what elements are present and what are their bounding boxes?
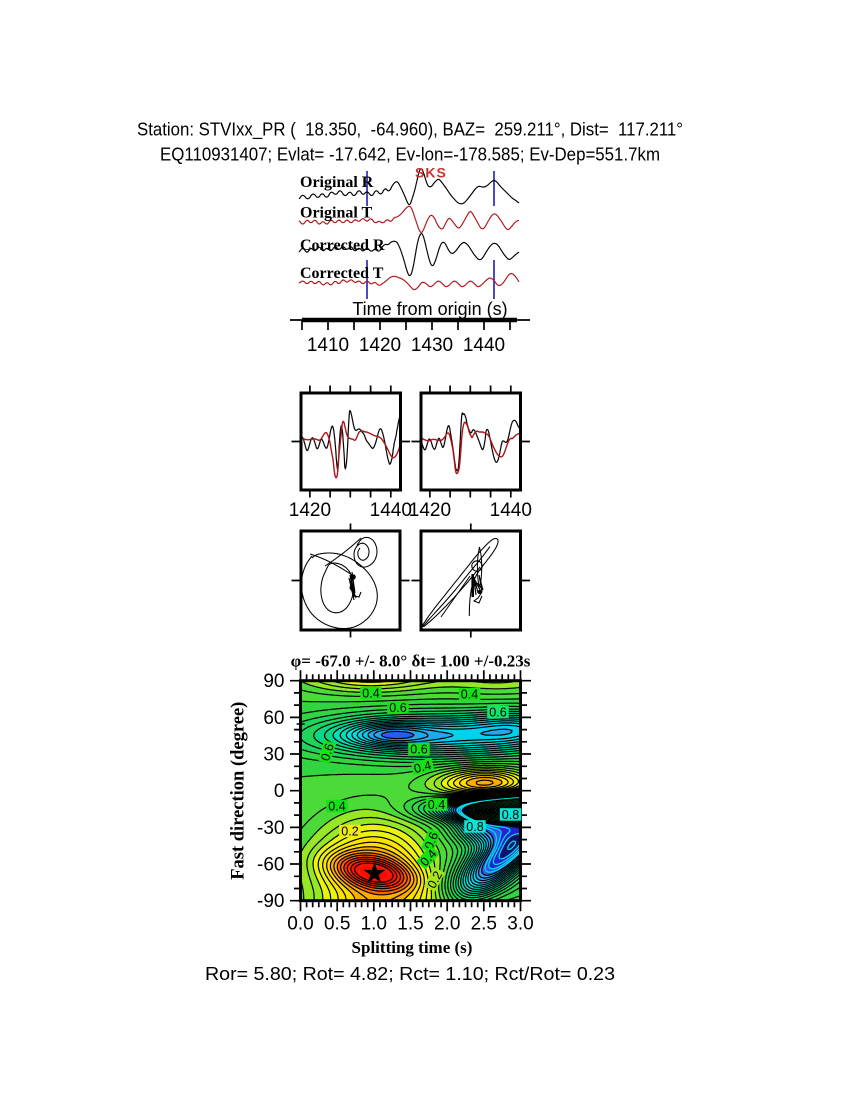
svg-text:1420: 1420 [409,500,451,521]
svg-text:2.0: 2.0 [434,914,460,935]
svg-text:0.4: 0.4 [428,798,445,812]
svg-text:0.5: 0.5 [324,914,350,935]
svg-text:Corrected T: Corrected T [300,265,384,282]
svg-text:1420: 1420 [289,500,331,521]
svg-text:0.6: 0.6 [389,701,406,715]
svg-text:60: 60 [263,708,284,729]
svg-text:Station: STVIxx_PR ( 18.350,: Station: STVIxx_PR ( 18.350, -64.960), B… [137,120,683,141]
svg-text:Splitting time (s): Splitting time (s) [352,938,473,957]
svg-text:-30: -30 [257,818,284,839]
svg-text:1430: 1430 [411,335,453,356]
svg-text:0.6: 0.6 [489,706,506,720]
svg-text:1.0: 1.0 [361,914,387,935]
svg-text:0.4: 0.4 [328,800,345,814]
svg-text:0.6: 0.6 [422,830,442,851]
svg-text:Original T: Original T [300,205,372,222]
svg-text:Corrected R: Corrected R [300,237,385,254]
svg-text:2.5: 2.5 [471,914,497,935]
svg-text:0.6: 0.6 [410,743,427,757]
svg-text:Ror= 5.80; Rot= 4.82; Rct= 1.1: Ror= 5.80; Rot= 4.82; Rct= 1.10; Rct/Rot… [205,963,615,984]
svg-text:0.4: 0.4 [362,687,379,701]
svg-text:1440: 1440 [490,500,532,521]
svg-text:1440: 1440 [463,335,505,356]
svg-text:0.0: 0.0 [287,914,313,935]
svg-text:1440: 1440 [370,500,412,521]
svg-text:0.8: 0.8 [502,808,519,822]
svg-text:0.8: 0.8 [466,820,483,834]
svg-text:30: 30 [263,745,284,766]
svg-text:SKS: SKS [415,165,447,181]
svg-text:0.6: 0.6 [318,742,337,763]
svg-text:φ= -67.0 +/- 8.0° δt= 1.00 +/-: φ= -67.0 +/- 8.0° δt= 1.00 +/-0.23s [291,652,531,671]
svg-text:3.0: 3.0 [507,914,533,935]
svg-text:0.4: 0.4 [461,688,478,702]
svg-text:90: 90 [263,671,284,692]
svg-text:0: 0 [274,781,285,802]
svg-text:1420: 1420 [359,335,401,356]
svg-text:0.4: 0.4 [412,758,432,776]
svg-text:-90: -90 [257,891,284,912]
svg-text:1410: 1410 [307,335,349,356]
svg-text:Time from origin (s): Time from origin (s) [352,299,507,319]
svg-text:Original R: Original R [300,174,374,191]
svg-text:Fast direction (degree): Fast direction (degree) [229,702,249,880]
svg-text:EQ110931407; Evlat= -17.642, E: EQ110931407; Evlat= -17.642, Ev-lon=-178… [160,145,660,165]
svg-text:1.5: 1.5 [397,914,423,935]
svg-text:-60: -60 [257,855,284,876]
svg-text:0.2: 0.2 [341,825,358,839]
